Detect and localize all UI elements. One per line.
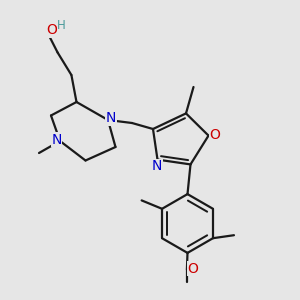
Text: O: O — [188, 262, 198, 276]
Text: H: H — [57, 19, 66, 32]
Text: O: O — [210, 128, 220, 142]
Text: N: N — [152, 159, 162, 173]
Text: N: N — [51, 133, 62, 146]
Text: O: O — [46, 23, 57, 37]
Text: N: N — [106, 112, 116, 125]
